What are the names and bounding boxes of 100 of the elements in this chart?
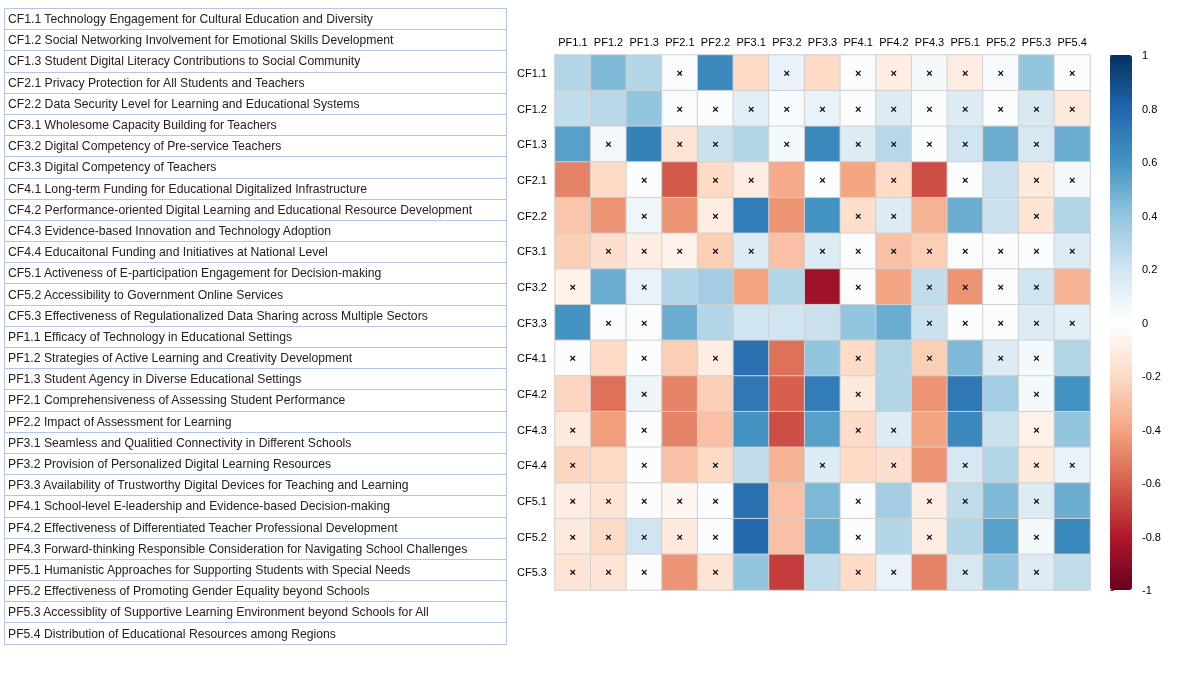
color-bar-label: 0.8 bbox=[1142, 102, 1158, 115]
text: PF4.1 School-level E-leadership and Evidence-based Decision-making bbox=[4, 495, 507, 517]
data-label: × bbox=[890, 566, 898, 579]
data-label: × bbox=[783, 66, 791, 79]
data-label: × bbox=[819, 245, 826, 258]
data-label: × bbox=[640, 423, 648, 436]
data-label: × bbox=[712, 102, 719, 115]
text: CF3.3 Digital Competency of Teachers bbox=[4, 156, 507, 178]
data-label: × bbox=[926, 102, 933, 115]
color-bar-label: -1 bbox=[1142, 584, 1152, 596]
text: PF4.2 Effectiveness of Differentiated Teacher Professional Development bbox=[4, 517, 507, 539]
y-tick-label: CF1.2 bbox=[517, 102, 547, 115]
data-label: × bbox=[854, 494, 862, 507]
data-label: × bbox=[676, 138, 684, 151]
data-label: × bbox=[605, 245, 612, 258]
data-label: × bbox=[1068, 102, 1076, 115]
color-bar-label: -0.2 bbox=[1142, 370, 1161, 382]
text: CF1.3 Student Digital Literacy Contributions to Social Community bbox=[4, 50, 507, 73]
x-tick-label: PF5.1 bbox=[950, 35, 980, 48]
data-label: × bbox=[854, 352, 862, 365]
data-label: × bbox=[997, 280, 1005, 293]
y-tick-label: CF2.1 bbox=[517, 173, 547, 186]
data-label: × bbox=[961, 459, 969, 472]
data-label: × bbox=[854, 245, 862, 258]
data-label: × bbox=[1068, 173, 1076, 186]
data-label: × bbox=[640, 280, 648, 293]
data-label: × bbox=[712, 530, 719, 543]
data-label: × bbox=[712, 138, 719, 151]
text: PF5.4 Distribution of Educational Resources among Regions bbox=[4, 622, 507, 645]
data-label: × bbox=[1033, 245, 1040, 258]
y-tick-label: CF2.2 bbox=[517, 209, 547, 222]
data-label: × bbox=[605, 316, 612, 329]
data-label: × bbox=[1068, 316, 1076, 329]
y-tick-label: CF5.2 bbox=[517, 530, 547, 543]
text: CF3.1 Wholesome Capacity Building for Teachers bbox=[4, 114, 507, 136]
data-label: × bbox=[640, 566, 648, 579]
data-label: × bbox=[926, 245, 933, 258]
data-label: × bbox=[640, 316, 648, 329]
data-label: × bbox=[1033, 209, 1040, 222]
data-label: × bbox=[854, 66, 862, 79]
text: PF2.1 Comprehensiveness of Assessing Student Performance bbox=[4, 389, 507, 412]
text: PF5.3 Accessiblity of Supportive Learning Environment beyond Schools for All bbox=[4, 601, 507, 623]
data-label: × bbox=[961, 245, 969, 258]
data-label: × bbox=[961, 494, 969, 507]
data-label: × bbox=[1033, 138, 1040, 151]
data-label: × bbox=[1068, 459, 1076, 472]
data-label: × bbox=[783, 102, 791, 115]
data-label: × bbox=[1068, 66, 1076, 79]
data-label: × bbox=[640, 352, 648, 365]
data-label: × bbox=[819, 102, 826, 115]
data-label: × bbox=[890, 245, 898, 258]
x-tick-label: PF1.2 bbox=[593, 35, 624, 48]
data-label: × bbox=[712, 352, 719, 365]
data-label: × bbox=[890, 66, 898, 79]
data-label: × bbox=[676, 530, 684, 543]
x-tick-label: PF4.2 bbox=[879, 35, 909, 48]
data-label: × bbox=[712, 566, 719, 579]
data-label: × bbox=[997, 245, 1005, 258]
data-label: × bbox=[997, 102, 1005, 115]
y-tick-label: CF1.1 bbox=[517, 66, 547, 79]
data-label: × bbox=[605, 138, 612, 151]
data-label: × bbox=[854, 387, 862, 400]
color-bar-label: -0.8 bbox=[1142, 530, 1161, 543]
data-label: × bbox=[712, 173, 719, 186]
text: PF3.3 Availability of Trustworthy Digital Devices for Teaching and Learning bbox=[4, 474, 507, 496]
data-label: × bbox=[569, 459, 577, 472]
data-label: × bbox=[640, 245, 648, 258]
data-label: × bbox=[676, 102, 684, 115]
data-label: × bbox=[712, 494, 719, 507]
y-tick-label: CF3.3 bbox=[517, 316, 547, 329]
y-tick-label: CF1.3 bbox=[517, 138, 547, 151]
y-tick-label: CF3.2 bbox=[517, 280, 547, 293]
data-label: × bbox=[854, 530, 862, 543]
data-label: × bbox=[712, 209, 719, 222]
data-label: × bbox=[569, 530, 577, 543]
data-label: × bbox=[1033, 280, 1040, 293]
color-bar-label: 1 bbox=[1142, 49, 1149, 61]
data-label: × bbox=[926, 138, 933, 151]
data-label: × bbox=[640, 387, 648, 400]
data-label: × bbox=[569, 352, 577, 365]
data-label: × bbox=[1033, 352, 1040, 365]
x-tick-label: PF2.1 bbox=[665, 35, 695, 48]
x-tick-label: PF4.1 bbox=[843, 35, 873, 48]
data-label: × bbox=[605, 530, 612, 543]
data-label: × bbox=[854, 209, 862, 222]
data-label: × bbox=[569, 566, 577, 579]
data-label: × bbox=[961, 173, 969, 186]
data-label: × bbox=[961, 280, 969, 293]
x-tick-label: PF3.1 bbox=[736, 35, 766, 48]
data-label: × bbox=[1033, 459, 1040, 472]
text: PF2.2 Impact of Assessment for Learning bbox=[4, 411, 507, 433]
data-label: × bbox=[747, 173, 755, 186]
x-tick-label: PF5.4 bbox=[1057, 35, 1087, 48]
color-bar-label: 0 bbox=[1142, 316, 1149, 329]
text: CF5.2 Accessibility to Government Online Services bbox=[4, 283, 507, 306]
data-label: × bbox=[1033, 173, 1040, 186]
data-label: × bbox=[747, 102, 755, 115]
data-label: × bbox=[961, 66, 969, 79]
text: PF1.2 Strategies of Active Learning and Creativity Development bbox=[4, 347, 507, 369]
data-label: × bbox=[890, 102, 898, 115]
